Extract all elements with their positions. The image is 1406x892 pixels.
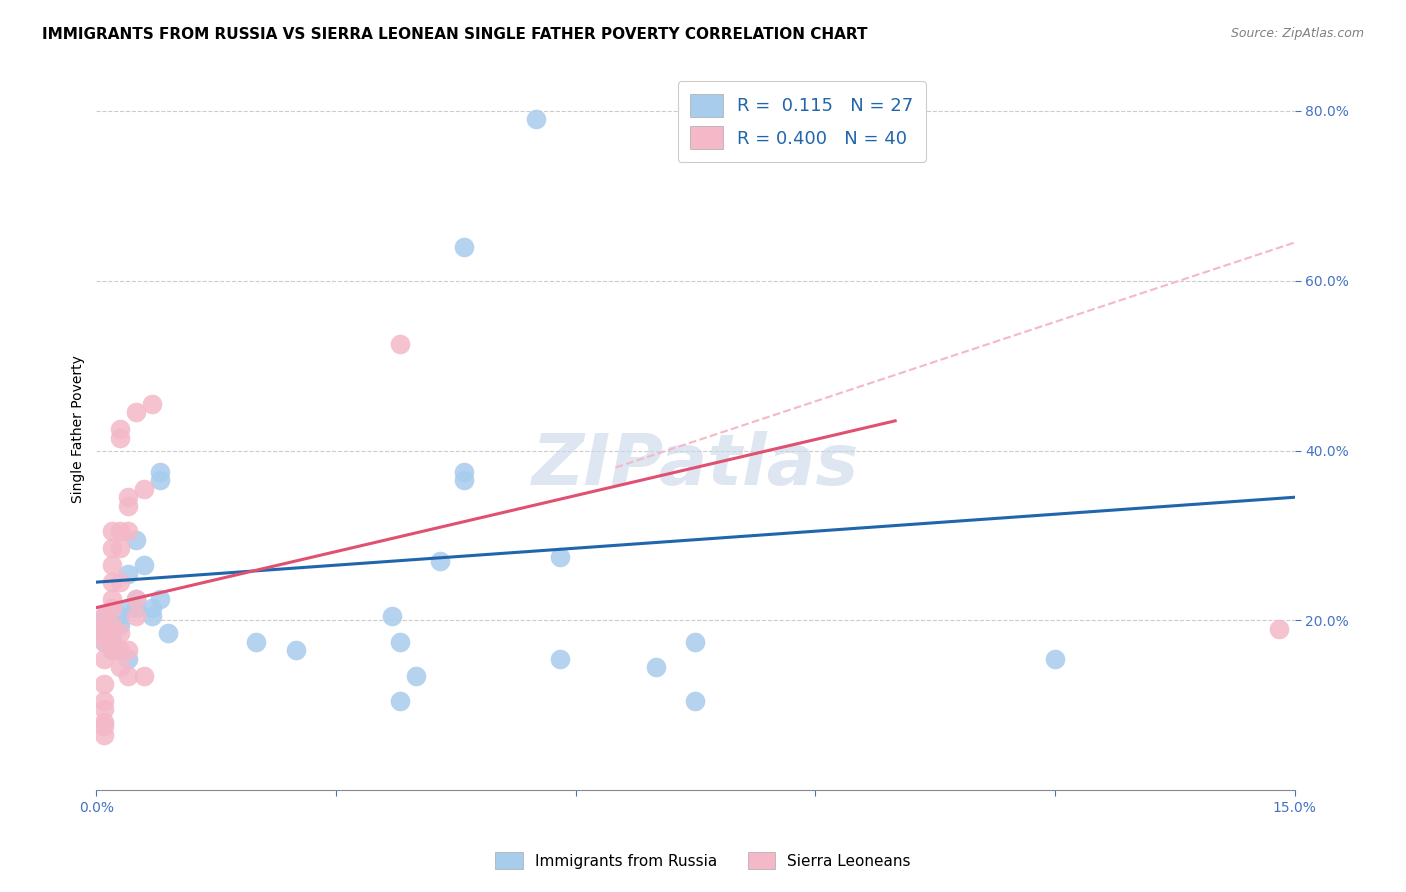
Point	[381, 609, 404, 624]
Point	[110, 422, 132, 436]
Point	[548, 549, 571, 564]
Point	[429, 554, 451, 568]
Text: ZIPatlas: ZIPatlas	[531, 431, 859, 500]
Point	[101, 634, 124, 648]
Text: IMMIGRANTS FROM RUSSIA VS SIERRA LEONEAN SINGLE FATHER POVERTY CORRELATION CHART: IMMIGRANTS FROM RUSSIA VS SIERRA LEONEAN…	[42, 27, 868, 42]
Point	[125, 592, 148, 607]
Point	[110, 660, 132, 674]
Point	[157, 626, 180, 640]
Legend: R =  0.115   N = 27, R = 0.400   N = 40: R = 0.115 N = 27, R = 0.400 N = 40	[678, 81, 927, 161]
Point	[285, 643, 308, 657]
Text: Source: ZipAtlas.com: Source: ZipAtlas.com	[1230, 27, 1364, 40]
Legend: Immigrants from Russia, Sierra Leoneans: Immigrants from Russia, Sierra Leoneans	[489, 846, 917, 875]
Point	[110, 575, 132, 590]
Point	[110, 524, 132, 539]
Point	[388, 694, 411, 708]
Point	[110, 643, 132, 657]
Point	[245, 634, 267, 648]
Point	[101, 617, 124, 632]
Point	[110, 541, 132, 556]
Point	[110, 431, 132, 445]
Point	[110, 609, 132, 624]
Point	[101, 600, 124, 615]
Point	[125, 533, 148, 547]
Point	[93, 617, 115, 632]
Point	[524, 112, 547, 127]
Point	[388, 634, 411, 648]
Point	[101, 558, 124, 573]
Point	[134, 482, 156, 496]
Point	[548, 651, 571, 665]
Point	[93, 694, 115, 708]
Point	[1267, 622, 1289, 636]
Point	[685, 694, 707, 708]
Point	[117, 524, 139, 539]
Point	[117, 499, 139, 513]
Point	[101, 592, 124, 607]
Point	[101, 626, 124, 640]
Point	[405, 668, 427, 682]
Point	[110, 617, 132, 632]
Point	[93, 634, 115, 648]
Point	[149, 592, 172, 607]
Point	[644, 660, 666, 674]
Point	[388, 337, 411, 351]
Point	[101, 643, 124, 657]
Point	[125, 609, 148, 624]
Point	[93, 728, 115, 742]
Point	[101, 524, 124, 539]
Point	[93, 719, 115, 733]
Point	[117, 651, 139, 665]
Point	[141, 600, 163, 615]
Point	[101, 643, 124, 657]
Point	[93, 609, 115, 624]
Point	[117, 668, 139, 682]
Point	[110, 626, 132, 640]
Point	[93, 617, 115, 632]
Point	[1043, 651, 1066, 665]
Point	[149, 465, 172, 479]
Point	[101, 626, 124, 640]
Point	[101, 575, 124, 590]
Point	[93, 651, 115, 665]
Point	[101, 617, 124, 632]
Point	[453, 465, 475, 479]
Point	[453, 240, 475, 254]
Point	[93, 609, 115, 624]
Point	[93, 626, 115, 640]
Point	[93, 715, 115, 730]
Point	[141, 397, 163, 411]
Point	[134, 558, 156, 573]
Point	[453, 473, 475, 487]
Point	[149, 473, 172, 487]
Point	[117, 566, 139, 581]
Point	[117, 600, 139, 615]
Point	[685, 634, 707, 648]
Point	[117, 643, 139, 657]
Point	[141, 609, 163, 624]
Point	[117, 490, 139, 504]
Point	[125, 600, 148, 615]
Y-axis label: Single Father Poverty: Single Father Poverty	[72, 355, 86, 503]
Point	[93, 626, 115, 640]
Point	[101, 634, 124, 648]
Point	[93, 677, 115, 691]
Point	[134, 668, 156, 682]
Point	[125, 405, 148, 419]
Point	[93, 702, 115, 716]
Point	[125, 592, 148, 607]
Point	[93, 634, 115, 648]
Point	[101, 541, 124, 556]
